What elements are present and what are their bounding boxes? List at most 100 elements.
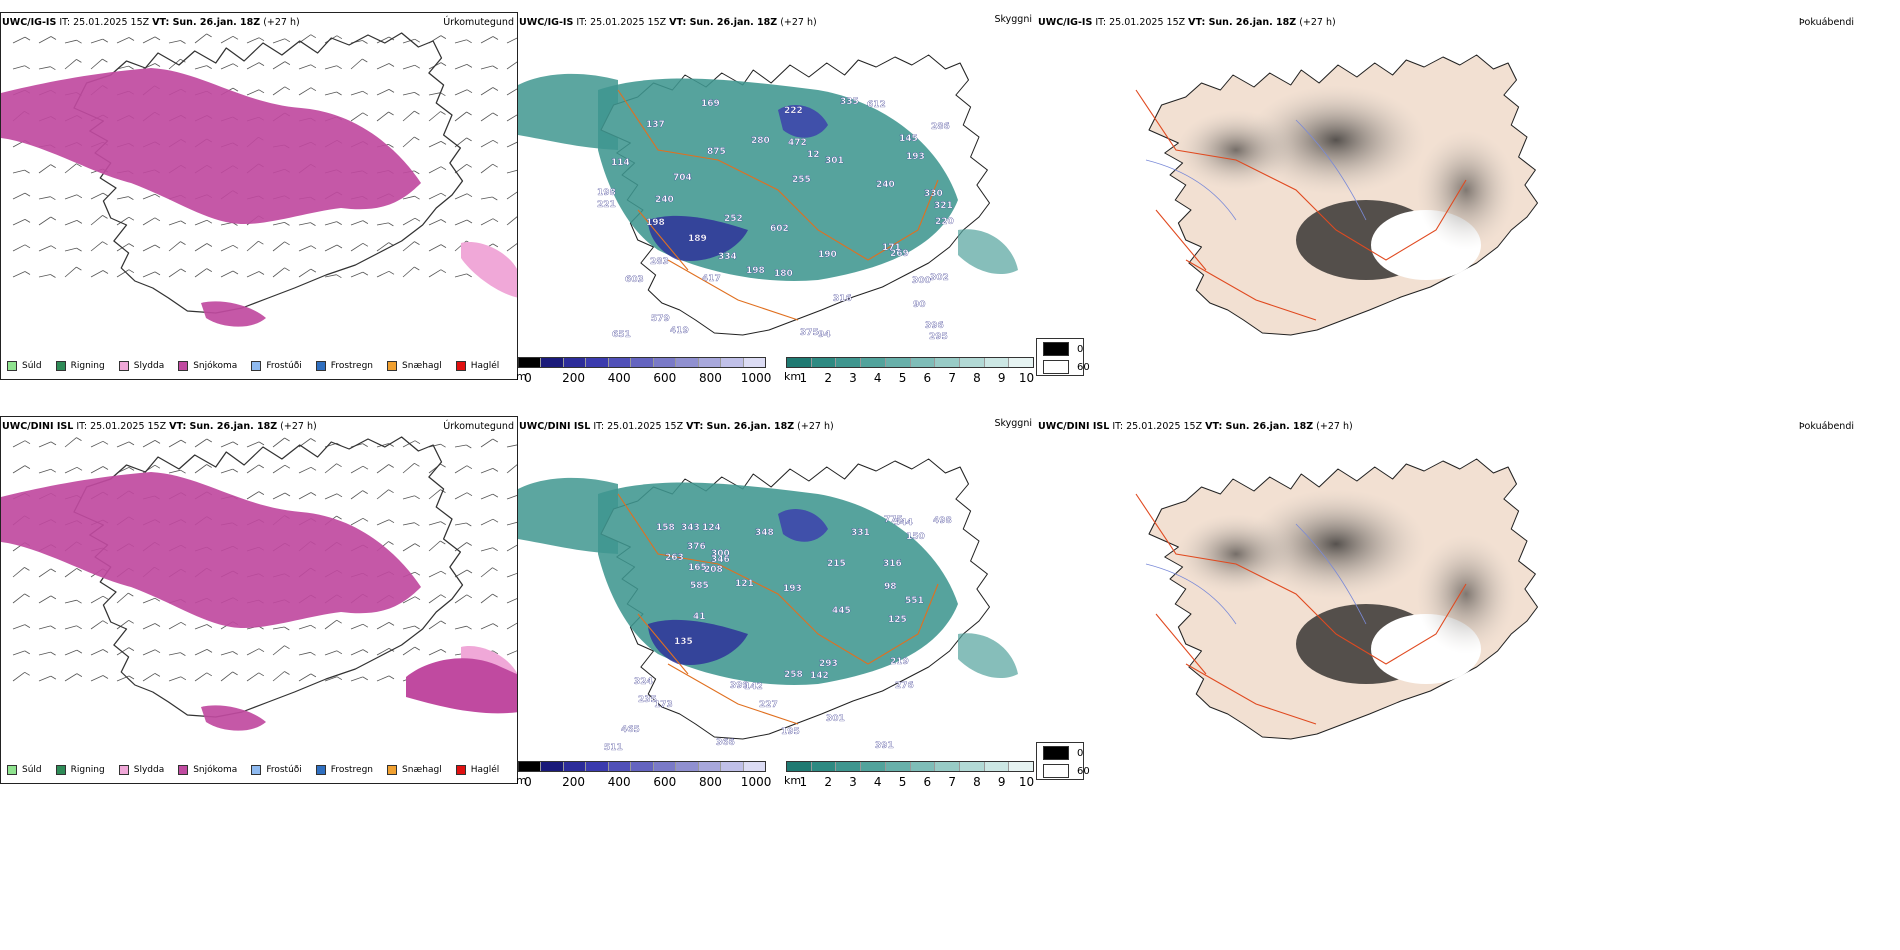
cbar-cell xyxy=(698,762,722,771)
cloud-base-value: 142 xyxy=(810,671,829,681)
cbar-tick: 4 xyxy=(873,371,882,385)
cloud-base-value: 324 xyxy=(634,677,653,687)
init-time: IT: 25.01.2025 15Z xyxy=(576,17,667,28)
precip-type-map-svg xyxy=(1,436,517,731)
cloud-base-value: 396 xyxy=(925,321,944,331)
cbar-cell xyxy=(1009,358,1034,367)
fog-legend: 0 60 xyxy=(1036,742,1090,780)
cloud-base-value: 142 xyxy=(744,682,763,692)
fog-map-svg xyxy=(1135,458,1539,740)
precip-legend-item: Frostúði xyxy=(251,361,302,371)
cbar-tick: 200 xyxy=(562,775,585,789)
cbar-tick: 5 xyxy=(898,371,907,385)
cbar-cell xyxy=(836,762,862,771)
model-name: UWC/DINI ISL xyxy=(2,421,74,432)
lead-time: (+27 h) xyxy=(263,17,300,28)
fog-map-1 xyxy=(1036,434,1856,764)
cloud-base-value: 603 xyxy=(625,275,644,285)
cbar-tick: 200 xyxy=(562,371,585,385)
legend-label: Rigning xyxy=(70,765,105,775)
cloud-base-value: 295 xyxy=(929,332,948,342)
cloud-base-value: 180 xyxy=(774,269,793,279)
cloud-base-value: 258 xyxy=(784,670,803,680)
cloud-base-value: 335 xyxy=(840,97,859,107)
cloud-base-value: 90 xyxy=(913,300,926,310)
cbar-tick: 7 xyxy=(948,371,956,385)
legend-label: Snæhagl xyxy=(402,361,442,371)
cloud-base-value: 263 xyxy=(665,553,684,563)
cbar-m-cells xyxy=(518,357,766,368)
cbar-cell xyxy=(743,762,765,771)
precip-legend-item: Rigning xyxy=(55,765,105,775)
precip-legend-item: Haglél xyxy=(455,361,500,371)
cloud-base-value: 215 xyxy=(827,559,846,569)
fog-legend-item: 60 xyxy=(1043,360,1090,374)
precip-legend-item: Súld xyxy=(7,765,42,775)
precip-legend-item: Frostregn xyxy=(315,361,373,371)
cbar-tick: 0 xyxy=(524,775,532,789)
cloud-base-value: 41 xyxy=(693,612,706,622)
cloud-base-value: 208 xyxy=(704,565,723,575)
cbar-cell xyxy=(541,358,564,367)
legend-swatch xyxy=(455,361,466,371)
cloud-panel-title: UWC/DINI ISL IT: 25.01.2025 15Z VT: Sun.… xyxy=(519,421,834,433)
precip-type-map-svg xyxy=(1,32,517,327)
fog-legend-label: 60 xyxy=(1077,361,1090,373)
legend-label: Haglél xyxy=(470,361,500,371)
init-time: IT: 25.01.2025 15Z xyxy=(76,421,167,432)
cloud-base-value: 348 xyxy=(755,528,774,538)
cbar-cell xyxy=(787,762,812,771)
cbar-tick: 10 xyxy=(1018,371,1035,385)
legend-label: Frostúði xyxy=(266,765,302,775)
cbar-tick: 3 xyxy=(849,775,857,789)
lead-time: (+27 h) xyxy=(797,421,834,432)
cloud-base-value: 240 xyxy=(876,180,895,190)
cbar-tick: 8 xyxy=(973,371,981,385)
legend-swatch xyxy=(118,361,129,371)
cloud-map-0: 875 330 301 321 252 302 334 335 300 145 704 269 240 4… xyxy=(518,30,1033,360)
cbar-cell xyxy=(563,358,587,367)
cbar-tick: 3 xyxy=(849,371,857,385)
cloud-base-value: 171 xyxy=(882,243,901,253)
legend-label: Frostúði xyxy=(266,361,302,371)
fog-legend-item: 0 xyxy=(1043,342,1083,356)
cbar-tick: 1 xyxy=(799,371,808,385)
cbar-unit: km xyxy=(784,774,802,787)
precip-legend-item: Frostúði xyxy=(251,765,302,775)
legend-label: Súld xyxy=(22,765,42,775)
precip-type-map-1: Súld Rigning Slydda Snjókoma Frostúði Frostre… xyxy=(0,416,518,784)
precip-legend-item: Súld xyxy=(7,361,42,371)
cbar-tick: 1000 xyxy=(740,775,772,789)
precip-type-label: Úrkomutegund xyxy=(443,421,514,432)
legend-swatch xyxy=(178,765,189,775)
init-time: IT: 25.01.2025 15Z xyxy=(59,17,150,28)
cloud-base-value: 98 xyxy=(884,582,897,592)
cloud-base-value: 198 xyxy=(646,218,665,228)
fog-panel-title: UWC/IG-IS IT: 25.01.2025 15Z VT: Sun. 26… xyxy=(1038,17,1336,29)
lead-time: (+27 h) xyxy=(780,17,817,28)
cloud-label: Skyggni xyxy=(994,418,1032,429)
cbar-cell xyxy=(608,762,632,771)
cloud-base-value: 331 xyxy=(851,528,870,538)
precip-legend-item: Snæhagl xyxy=(387,361,442,371)
cbar-km: km 1 2 3 4 5 6 7 8 9 10 xyxy=(784,761,1034,789)
legend-label: Snæhagl xyxy=(402,765,442,775)
cloud-base-value: 875 xyxy=(707,147,726,157)
cloud-base-value: 612 xyxy=(867,100,886,110)
cbar-cell xyxy=(631,358,654,367)
cloud-base-value: 579 xyxy=(651,314,670,324)
cbar-cell xyxy=(653,358,677,367)
cloud-base-value: 391 xyxy=(875,741,894,751)
cloud-base-value: 445 xyxy=(832,606,851,616)
cloud-base-value: 302 xyxy=(930,273,949,283)
fog-legend-label: 60 xyxy=(1077,765,1090,777)
cloud-base-value: 375 xyxy=(800,328,819,338)
cloud-base-value: 125 xyxy=(888,615,907,625)
legend-swatch xyxy=(55,361,66,371)
cloud-base-value: 775 xyxy=(884,515,903,525)
fog-swatch xyxy=(1043,746,1069,760)
model-name: UWC/DINI ISL xyxy=(1038,421,1110,432)
cloud-base-value: 330 xyxy=(924,189,943,199)
cloud-base-value: 235 xyxy=(638,695,657,705)
cbar-unit: m xyxy=(516,774,527,787)
